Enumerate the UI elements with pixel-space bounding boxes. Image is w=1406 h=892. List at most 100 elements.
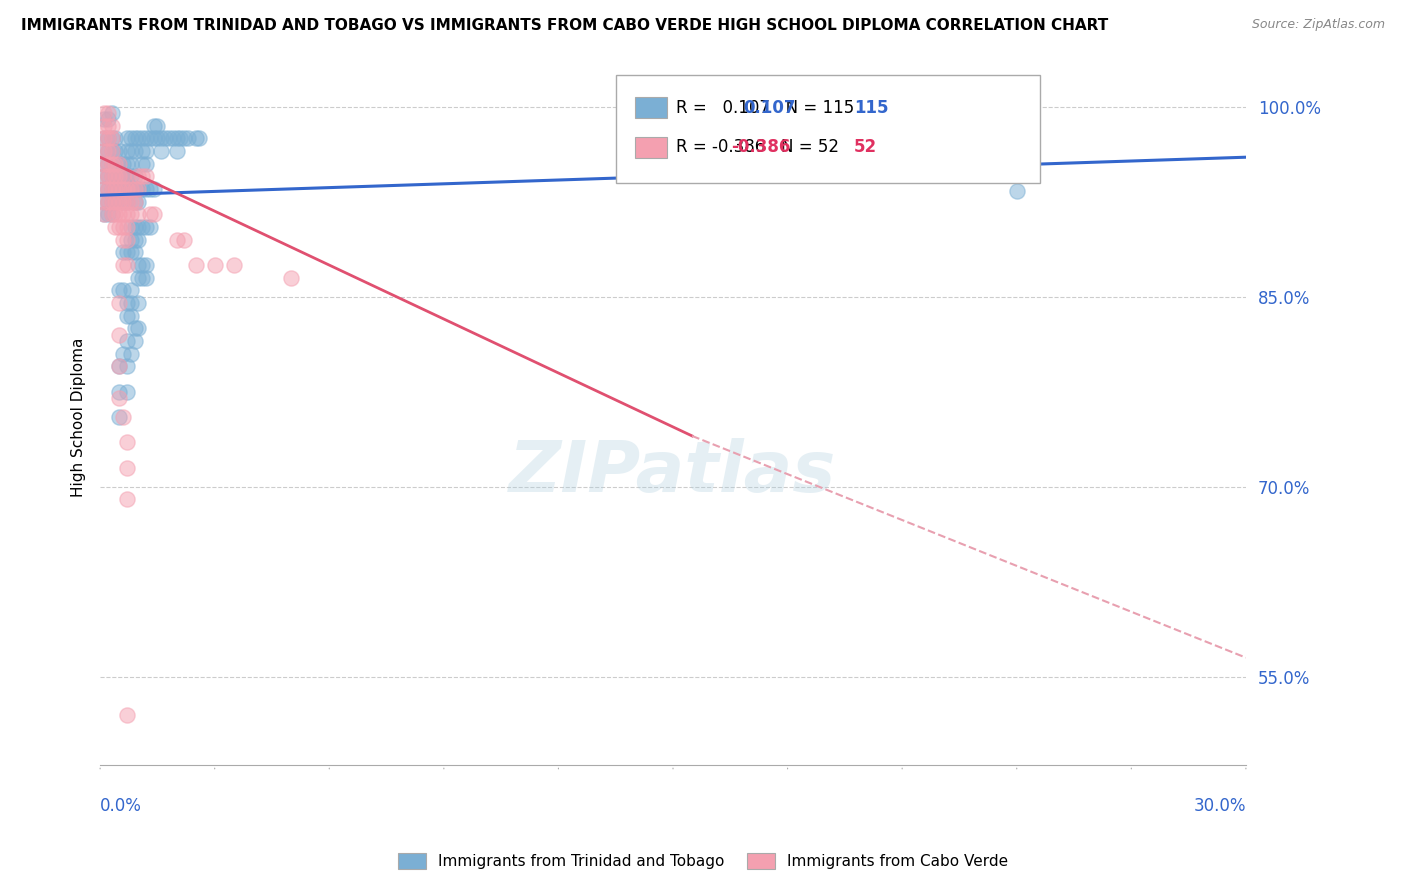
Point <box>124 245 146 260</box>
Point <box>188 131 211 145</box>
Point <box>139 207 162 221</box>
Point <box>100 194 122 209</box>
Point <box>135 156 157 170</box>
Text: 52: 52 <box>853 138 877 156</box>
Point <box>104 219 127 234</box>
Point <box>104 182 127 196</box>
Point <box>162 131 184 145</box>
Point <box>120 233 142 247</box>
Point <box>127 169 149 184</box>
Point <box>108 182 131 196</box>
Bar <box>636 97 668 118</box>
Point <box>93 169 115 184</box>
Point <box>127 182 149 196</box>
Point <box>108 169 131 184</box>
Point <box>100 131 122 145</box>
Point <box>115 207 138 221</box>
Point <box>112 283 135 297</box>
Point <box>104 182 127 196</box>
Point <box>108 283 131 297</box>
Point <box>120 207 142 221</box>
Point <box>173 233 195 247</box>
Point <box>142 119 165 133</box>
Point <box>93 207 115 221</box>
Point <box>104 169 127 184</box>
Point <box>97 106 120 120</box>
Point <box>115 169 138 184</box>
Point <box>135 131 157 145</box>
Point <box>115 144 138 158</box>
Text: Source: ZipAtlas.com: Source: ZipAtlas.com <box>1251 18 1385 31</box>
Point <box>112 194 135 209</box>
Point <box>139 182 162 196</box>
Point <box>108 156 131 170</box>
Point <box>104 144 127 158</box>
Point <box>112 258 135 272</box>
Point <box>124 321 146 335</box>
Point <box>142 207 165 221</box>
Point <box>120 283 142 297</box>
Point <box>166 233 188 247</box>
Text: IMMIGRANTS FROM TRINIDAD AND TOBAGO VS IMMIGRANTS FROM CABO VERDE HIGH SCHOOL DI: IMMIGRANTS FROM TRINIDAD AND TOBAGO VS I… <box>21 18 1108 33</box>
Point <box>100 131 122 145</box>
Point <box>100 169 122 184</box>
Text: 30.0%: 30.0% <box>1194 797 1246 815</box>
Point <box>146 119 169 133</box>
Point <box>127 207 149 221</box>
Point <box>115 384 138 399</box>
Point <box>153 131 176 145</box>
Point <box>100 156 122 170</box>
Point <box>108 384 131 399</box>
Point <box>142 182 165 196</box>
Point <box>150 144 173 158</box>
Point <box>127 182 149 196</box>
Point <box>177 131 200 145</box>
Point <box>135 219 157 234</box>
Text: ZIPatlas: ZIPatlas <box>509 438 837 508</box>
Point <box>93 194 115 209</box>
Point <box>135 169 157 184</box>
Point <box>150 131 173 145</box>
Point <box>97 207 120 221</box>
Point <box>108 409 131 424</box>
Point <box>115 182 138 196</box>
Point <box>139 131 162 145</box>
Point <box>115 359 138 374</box>
Point <box>93 144 115 158</box>
Point <box>112 182 135 196</box>
Point <box>204 258 226 272</box>
Point <box>115 219 138 234</box>
Point <box>173 131 195 145</box>
Point <box>131 169 153 184</box>
Point <box>112 245 135 260</box>
Point <box>142 131 165 145</box>
Point <box>112 219 135 234</box>
Point <box>97 119 120 133</box>
Point <box>108 359 131 374</box>
Point <box>97 169 120 184</box>
Point <box>131 131 153 145</box>
Point <box>93 144 115 158</box>
Point <box>127 131 149 145</box>
Bar <box>636 136 668 158</box>
Text: R = -0.386   N = 52: R = -0.386 N = 52 <box>676 138 839 156</box>
Point <box>135 182 157 196</box>
Point <box>93 194 115 209</box>
Point <box>135 270 157 285</box>
Point <box>115 258 138 272</box>
Point <box>93 131 115 145</box>
Point <box>166 131 188 145</box>
Point <box>124 233 146 247</box>
Point <box>131 144 153 158</box>
Point <box>127 219 149 234</box>
Point <box>100 119 122 133</box>
Point <box>115 233 138 247</box>
Point <box>135 258 157 272</box>
Point <box>127 321 149 335</box>
Point <box>280 270 302 285</box>
Point <box>169 131 191 145</box>
Point <box>108 182 131 196</box>
Text: 0.107: 0.107 <box>742 98 796 117</box>
Point <box>131 258 153 272</box>
Point <box>115 309 138 323</box>
